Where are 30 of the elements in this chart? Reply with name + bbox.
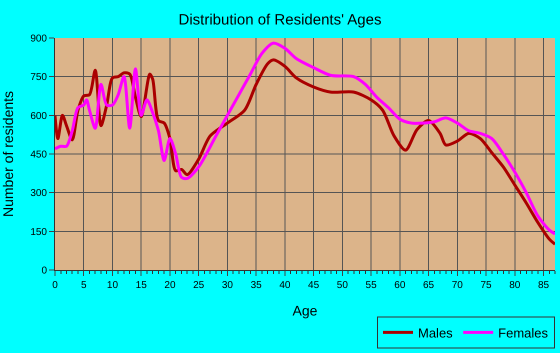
- x-tick-label: 80: [509, 280, 521, 291]
- x-tick-label: 15: [136, 280, 148, 291]
- x-tick-label: 75: [480, 280, 492, 291]
- x-tick-label: 45: [308, 280, 320, 291]
- x-tick-label: 65: [422, 280, 435, 291]
- x-tick-label: 10: [106, 280, 118, 291]
- x-tick-label: 40: [279, 280, 291, 291]
- legend-label: Males: [418, 325, 454, 340]
- x-axis-title: Age: [292, 302, 318, 318]
- x-tick-label: 5: [80, 280, 87, 291]
- x-tick-label: 30: [222, 280, 234, 291]
- x-tick-label: 0: [52, 280, 58, 291]
- x-tick-label: 35: [250, 280, 262, 291]
- y-tick-label: 600: [30, 110, 48, 122]
- x-tick-label: 70: [452, 280, 464, 291]
- y-tick-label: 150: [30, 226, 48, 238]
- y-tick-label: 450: [30, 150, 48, 160]
- y-tick-label: 300: [30, 188, 48, 200]
- chart-title: Distribution of Residents' Ages: [178, 12, 382, 29]
- x-tick-label: 85: [538, 280, 550, 291]
- y-tick-label: 900: [30, 34, 48, 44]
- y-tick-label: 0: [41, 266, 48, 276]
- y-axis-title: Number of residents: [0, 90, 16, 218]
- x-tick-label: 25: [193, 280, 205, 291]
- y-tick-label: 750: [30, 72, 48, 84]
- x-tick-label: 55: [366, 280, 378, 291]
- legend-label: Females: [498, 325, 549, 340]
- x-tick-label: 60: [394, 280, 406, 291]
- x-tick-label: 20: [164, 280, 176, 291]
- x-tick-label: 50: [336, 280, 348, 291]
